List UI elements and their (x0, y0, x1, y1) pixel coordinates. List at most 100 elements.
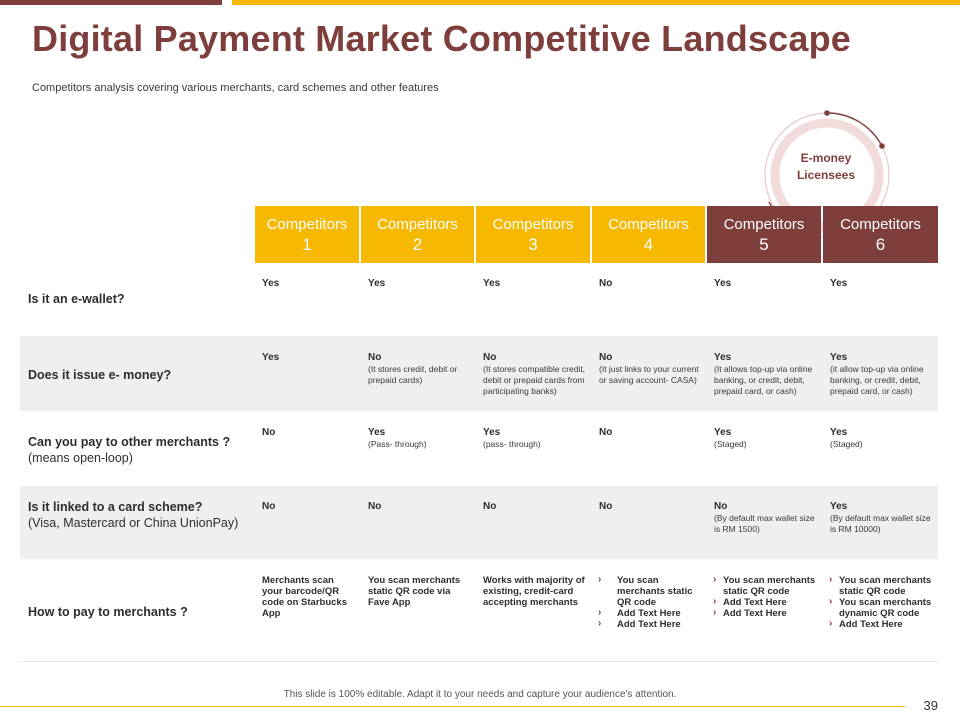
table-cell: Yes (830, 278, 938, 290)
top-accent-bar-maroon (0, 0, 222, 5)
row-label-open-loop-text: Can you pay to other merchants ? (28, 435, 231, 449)
list-item: Add Text Here (829, 618, 937, 630)
cell-value: Yes (714, 278, 732, 289)
table-cell: No (By default max wallet size is RM 1500… (714, 501, 822, 535)
top-accent-bar-gold (232, 0, 960, 5)
cell-value: Yes (483, 278, 501, 289)
row-label-open-loop-sub: (means open-loop) (28, 451, 133, 465)
table-cell: No (599, 427, 707, 439)
row-label-emoney: Does it issue e- money? (28, 367, 250, 383)
row-label-open-loop: Can you pay to other merchants ? (means … (28, 434, 250, 466)
cell-detail: (Staged) (714, 439, 747, 449)
competitor-4-label: Competitors (608, 216, 689, 233)
list-item: Add Text Here (598, 607, 702, 619)
cell-value: Yes (368, 278, 386, 289)
competitor-4-header: Competitors 4 (592, 206, 705, 263)
table-cell: Yes (483, 278, 591, 290)
bullet-list: You scan merchants static QR code Add Te… (713, 574, 821, 619)
cell-detail: (It just links to your current or saving… (599, 364, 699, 385)
cell-value: No (599, 278, 613, 289)
cell-value: Yes (262, 352, 280, 363)
competitor-6-header: Competitors 6 (823, 206, 938, 263)
footer-note: This slide is 100% editable. Adapt it to… (283, 689, 677, 700)
competitor-3-label: Competitors (492, 216, 574, 233)
page-number: 39 (923, 698, 938, 713)
table-cell: Yes (714, 278, 822, 290)
row-label-card-scheme-sub: (Visa, Mastercard or China UnionPay) (28, 516, 239, 530)
cell-value: No (262, 501, 276, 512)
competitor-1-header: Competitors 1 (255, 206, 359, 263)
list-item: You scan merchants static QR code (829, 574, 937, 597)
cell-value: No (483, 501, 497, 512)
table-cell: You scan merchants static QR code Add Te… (713, 574, 821, 619)
cell-value: Yes (714, 427, 732, 438)
cell-value: Yes (262, 278, 280, 289)
competitor-5-header: Competitors 5 (707, 206, 821, 263)
competitor-4-number: 4 (643, 235, 654, 254)
table-cell: No (599, 278, 707, 290)
cell-value: Yes (368, 427, 386, 438)
emoney-licensees-label: E-money Licensees (768, 150, 884, 184)
table-cell: No (368, 501, 476, 513)
table-cell: You scan merchants static QR code Add Te… (598, 574, 702, 630)
page-subtitle: Competitors analysis covering various me… (32, 82, 439, 94)
table-cell: No (262, 427, 370, 439)
table-cell: Yes (368, 278, 476, 290)
competitor-2-number: 2 (412, 235, 423, 254)
cell-detail: (it allow top-up via online banking, or … (830, 364, 924, 396)
cell-value: No (599, 427, 613, 438)
competitor-3-header: Competitors 3 (476, 206, 590, 263)
cell-detail: (Staged) (830, 439, 863, 449)
table-cell: No (599, 501, 707, 513)
cell-detail: (It stores credit, debit or prepaid card… (368, 364, 458, 385)
table-cell: No (It stores credit, debit or prepaid ca… (368, 352, 476, 386)
competitor-5-number: 5 (759, 235, 769, 254)
cell-value: No (483, 352, 497, 363)
cell-value: No (599, 501, 613, 512)
bullet-list: You scan merchants static QR code You sc… (829, 574, 937, 630)
cell-value: Merchants scan your barcode/QR code on S… (262, 575, 347, 619)
cell-detail: (pass- through) (483, 439, 541, 449)
table-cell: Yes (it allow top-up via online banking, … (830, 352, 938, 397)
cell-value: Yes (714, 352, 732, 363)
competitor-1-label: Competitors (266, 216, 348, 233)
row-label-ewallet-text: Is it an e-wallet? (28, 292, 125, 306)
competitor-1-number: 1 (302, 235, 312, 254)
table-cell: You scan merchants static QR code You sc… (829, 574, 937, 630)
row-label-card-scheme: Is it linked to a card scheme? (Visa, Ma… (28, 499, 250, 531)
emoney-label-line1: E-money (800, 151, 852, 165)
cell-value: You scan merchants static QR code via Fa… (368, 575, 461, 608)
table-cell: No (It stores compatible credit, debit or… (483, 352, 591, 397)
list-item: Add Text Here (598, 618, 702, 630)
cell-value: Yes (830, 278, 848, 289)
cell-value: No (599, 352, 613, 363)
table-cell: Yes (Pass- through) (368, 427, 476, 450)
row-label-emoney-text: Does it issue e- money? (28, 368, 172, 382)
cell-value: Works with majority of existing, credit-… (483, 575, 585, 608)
row-band-emoney (20, 336, 938, 411)
list-item: You scan merchants dynamic QR code (829, 596, 937, 619)
page-title: Digital Payment Market Competitive Lands… (32, 18, 852, 59)
competitor-2-header: Competitors 2 (361, 206, 474, 263)
cell-detail: (Pass- through) (368, 439, 427, 449)
cell-value: Yes (483, 427, 501, 438)
table-cell: Yes (Staged) (830, 427, 938, 450)
table-cell: Yes (pass- through) (483, 427, 591, 450)
competitor-2-label: Competitors (377, 216, 458, 233)
table-cell: Works with majority of existing, credit-… (483, 575, 587, 608)
row-label-how-to-pay: How to pay to merchants ? (28, 604, 250, 620)
list-item: You scan merchants static QR code (598, 574, 702, 608)
competitor-5-label: Competitors (723, 216, 805, 233)
table-bottom-divider (20, 661, 938, 662)
table-cell: No (It just links to your current or savi… (599, 352, 707, 386)
row-label-how-to-pay-text: How to pay to merchants ? (28, 605, 188, 619)
competitor-3-number: 3 (528, 235, 538, 254)
table-cell: No (262, 501, 370, 513)
cell-value: No (368, 352, 382, 363)
table-cell: No (483, 501, 591, 513)
competitor-6-label: Competitors (840, 216, 921, 233)
list-item: You scan merchants static QR code (713, 574, 821, 597)
emoney-label-line2: Licensees (796, 168, 856, 182)
table-cell: Yes (It allows top-up via online banking,… (714, 352, 822, 397)
list-item: Add Text Here (713, 596, 821, 608)
